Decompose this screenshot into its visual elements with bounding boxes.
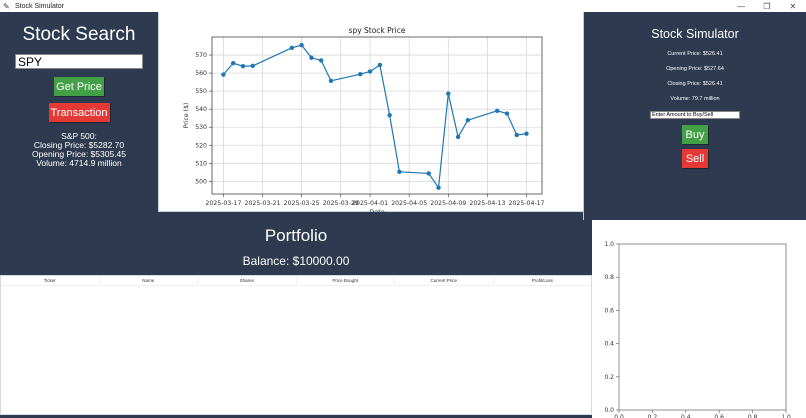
column-profit-loss[interactable]: Profit/Loss [531, 278, 553, 283]
portfolio-balance: Balance: $10000.00 [242, 254, 350, 268]
svg-text:0.6: 0.6 [604, 307, 614, 314]
svg-text:560: 560 [195, 70, 207, 77]
svg-text:0.4: 0.4 [604, 341, 614, 348]
closing-price: Closing Price: $526.41 [667, 81, 723, 87]
column-ticker[interactable]: Ticker [1, 276, 100, 285]
svg-text:2025-03-21: 2025-03-21 [245, 200, 281, 207]
portfolio-table[interactable]: Ticker Name Shares Price Bought Current … [0, 275, 592, 415]
buy-button[interactable]: Buy [682, 125, 708, 144]
window-titlebar: ✎ Stock Simulator — ❐ ✕ [0, 0, 806, 12]
price-chart: 500 510 520 530 540 550 560 570 2025-03-17 2025-0… [158, 12, 583, 212]
svg-text:0.4: 0.4 [681, 414, 691, 418]
svg-text:spy Stock Price: spy Stock Price [349, 26, 406, 35]
svg-text:0.0: 0.0 [614, 414, 624, 418]
transaction-button[interactable]: Transaction [48, 103, 110, 122]
svg-text:540: 540 [195, 106, 207, 113]
svg-text:Price ($): Price ($) [183, 103, 190, 129]
portfolio-pie-chart: 0.0 0.2 0.4 0.6 0.8 1.0 0.0 0.2 0.4 0.6 0.8 1.0 [592, 220, 806, 418]
app-root: Stock Search Get Price Transaction S&P 5… [0, 12, 806, 418]
svg-text:0.0: 0.0 [604, 407, 614, 414]
svg-text:570: 570 [195, 52, 207, 59]
sp500-closing: Closing Price: $5282.70 [33, 140, 125, 150]
svg-text:2025-03-25: 2025-03-25 [284, 200, 320, 207]
column-shares[interactable]: Shares [198, 276, 297, 285]
portfolio-header: Portfolio Balance: $10000.00 [0, 220, 592, 275]
svg-text:1.0: 1.0 [604, 241, 614, 248]
feather-icon: ✎ [3, 1, 10, 11]
svg-text:1.0: 1.0 [781, 414, 791, 418]
empty-axes-svg: 0.0 0.2 0.4 0.6 0.8 1.0 0.0 0.2 0.4 0.6 0.8 1.0 [604, 241, 791, 418]
get-price-button[interactable]: Get Price [54, 77, 104, 96]
ticker-input[interactable] [15, 54, 143, 69]
svg-text:Date: Date [369, 208, 385, 212]
line-chart-svg: 500 510 520 530 540 550 560 570 2025-03-17 2025-0… [183, 26, 545, 212]
portfolio-title: Portfolio [264, 226, 328, 245]
svg-text:520: 520 [195, 142, 207, 149]
column-current-price[interactable]: Current Price [395, 276, 494, 285]
svg-text:2025-04-09: 2025-04-09 [430, 200, 466, 207]
stock-search-panel: Stock Search Get Price Transaction S&P 5… [0, 12, 158, 212]
table-header: Ticker Name Shares Price Bought Current … [1, 276, 591, 286]
sp500-volume: Volume: 4714.9 million [36, 158, 122, 168]
svg-text:500: 500 [195, 178, 207, 185]
column-price-bought[interactable]: Price Bought [297, 276, 395, 285]
svg-text:0.2: 0.2 [604, 374, 614, 381]
svg-text:2025-04-01: 2025-04-01 [352, 200, 388, 207]
svg-text:0.6: 0.6 [714, 414, 724, 418]
window-title: Stock Simulator [15, 2, 65, 10]
svg-text:0.8: 0.8 [748, 414, 758, 418]
column-name[interactable]: Name [100, 276, 198, 285]
sell-button[interactable]: Sell [682, 149, 708, 168]
sp500-opening: Opening Price: $5305.45 [31, 149, 127, 159]
opening-price: Opening Price: $527.64 [666, 66, 724, 72]
svg-text:2025-04-17: 2025-04-17 [509, 200, 545, 207]
svg-text:530: 530 [195, 124, 207, 131]
stock-search-title: Stock Search [22, 24, 136, 45]
simulator-title: Stock Simulator [651, 27, 739, 41]
svg-text:2025-03-29: 2025-03-29 [323, 200, 359, 207]
svg-text:2025-03-17: 2025-03-17 [205, 200, 241, 207]
svg-text:2025-04-05: 2025-04-05 [391, 200, 427, 207]
svg-text:0.8: 0.8 [604, 274, 614, 281]
svg-text:510: 510 [195, 160, 207, 167]
current-price: Current Price: $526.41 [667, 51, 723, 57]
stock-simulator-panel: Stock Simulator Current Price: $526.41 O… [583, 12, 806, 220]
svg-text:550: 550 [195, 88, 207, 95]
amount-input[interactable] [650, 111, 740, 119]
volume: Volume: 79.7 million [670, 96, 720, 102]
minimize-button[interactable]: — [737, 1, 745, 11]
sp500-info: S&P 500: Closing Price: $5282.70 Opening… [0, 132, 158, 168]
svg-text:0.2: 0.2 [648, 414, 658, 418]
svg-text:2025-04-13: 2025-04-13 [469, 200, 505, 207]
close-button[interactable]: ✕ [789, 1, 797, 11]
maximize-button[interactable]: ❐ [763, 1, 771, 11]
sp500-label: S&P 500: [61, 131, 97, 141]
